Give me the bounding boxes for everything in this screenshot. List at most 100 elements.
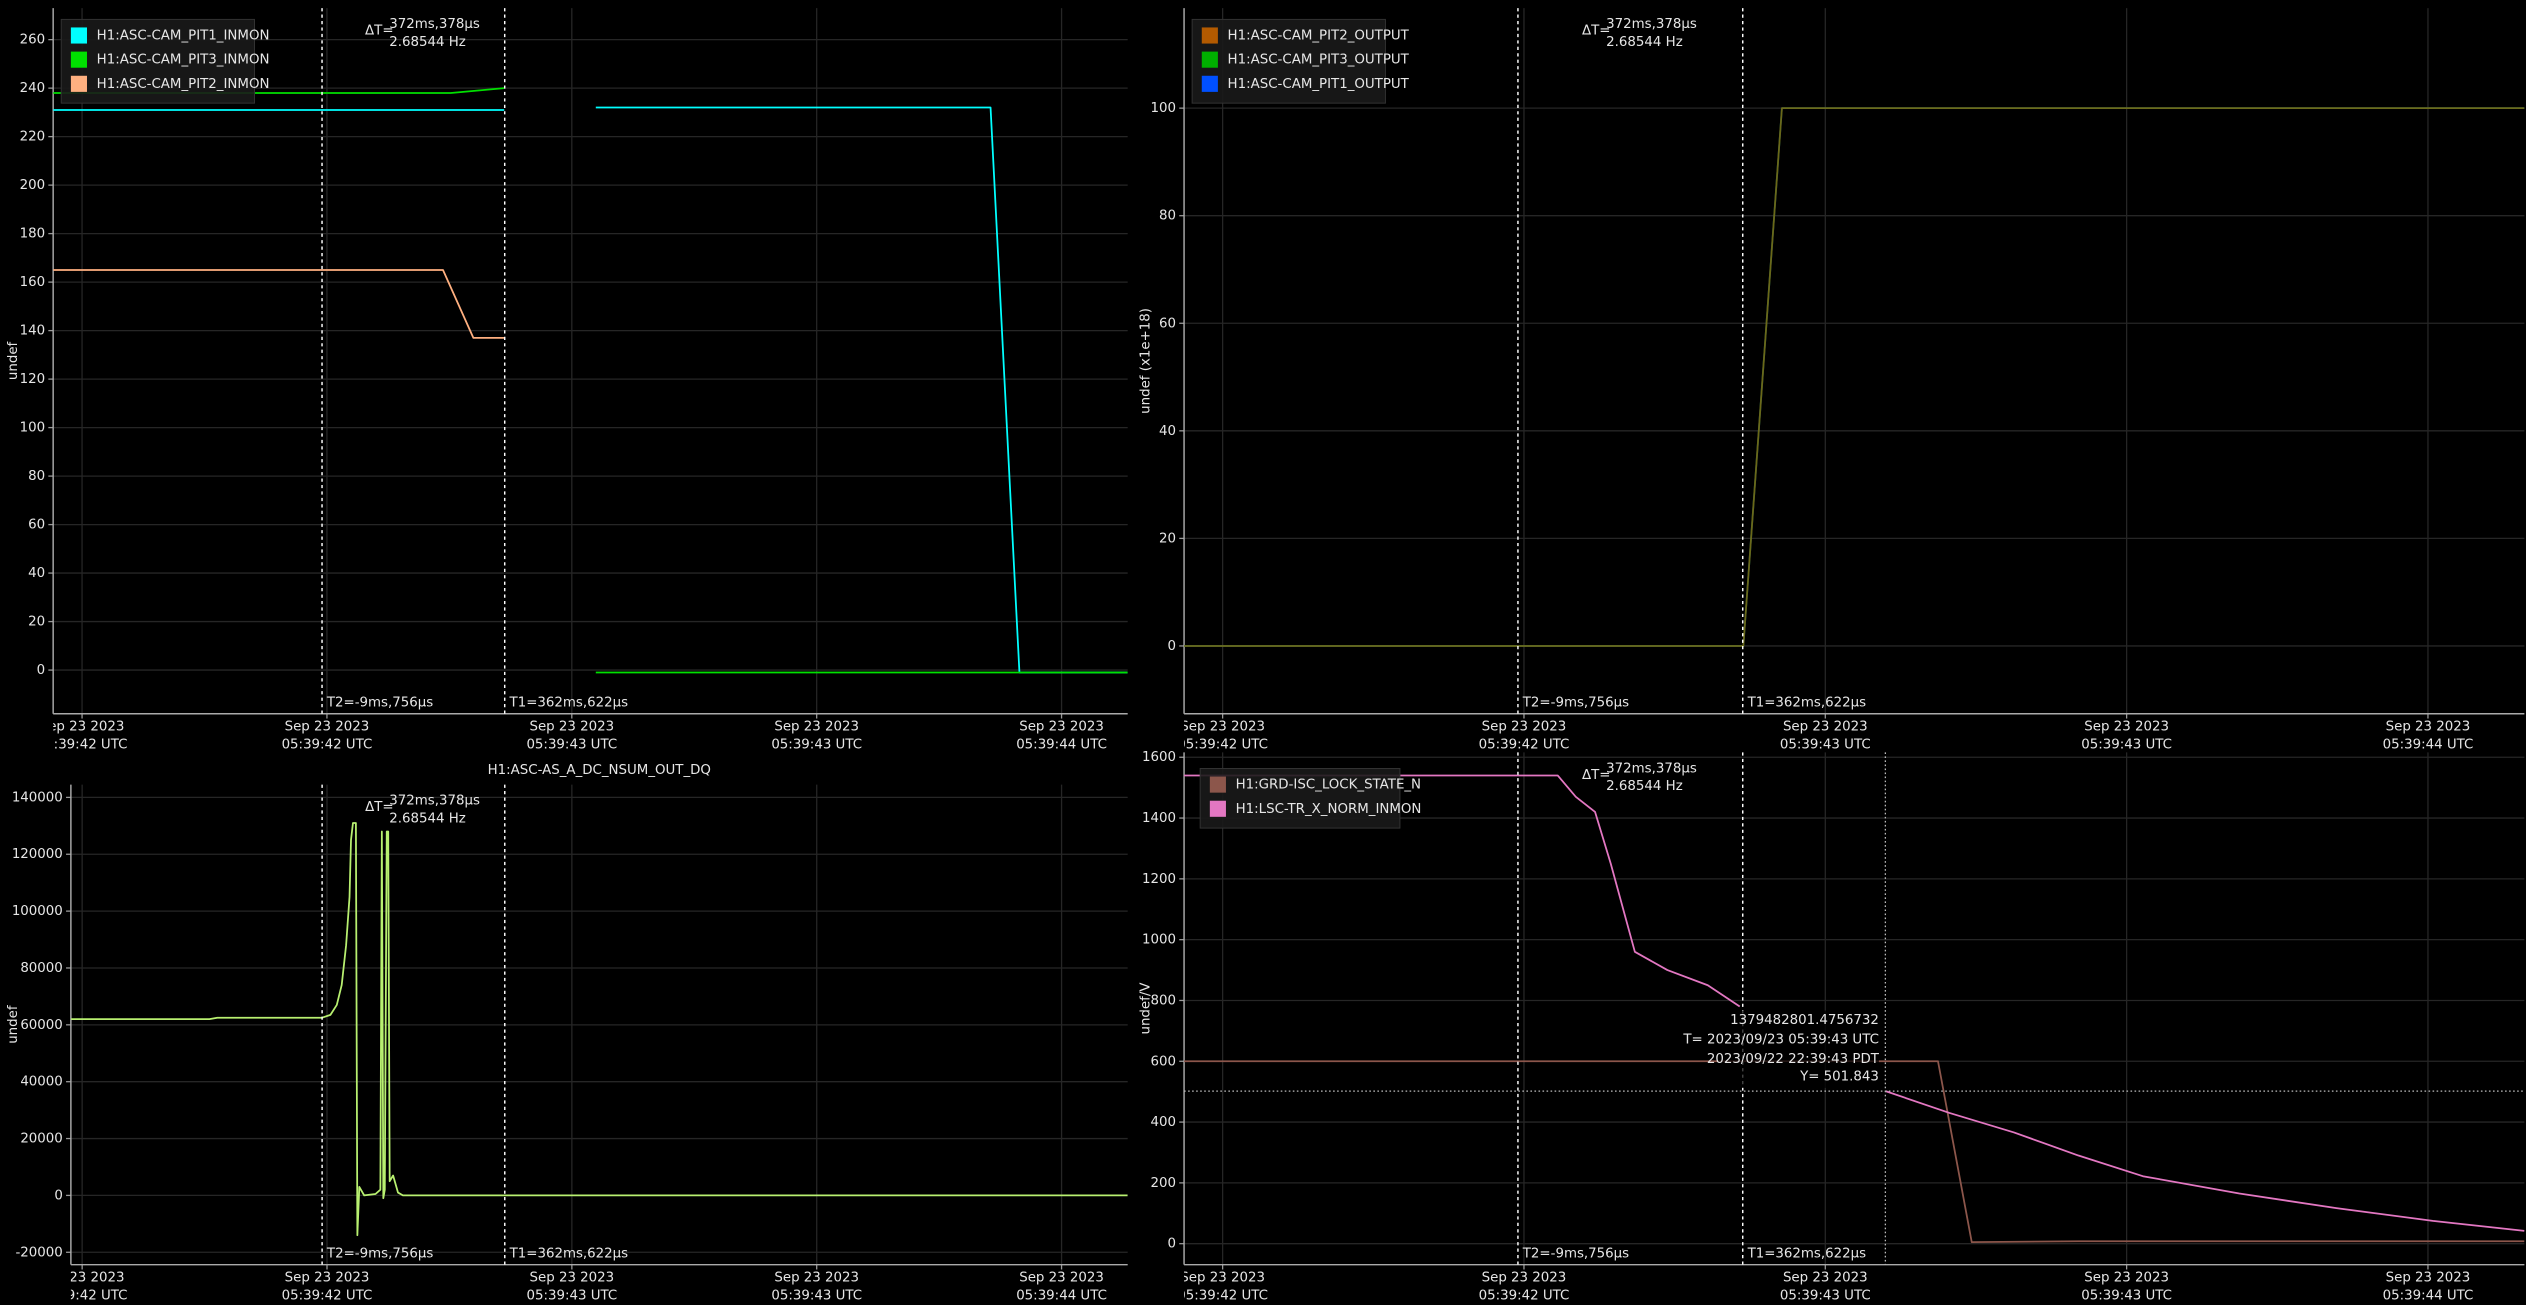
data-area xyxy=(1184,107,2525,647)
chart-title: H1:ASC-AS_A_DC_NSUM_OUT_DQ xyxy=(488,763,711,778)
y-tick-label: 1000 xyxy=(1142,933,1176,948)
series-line xyxy=(1184,774,2525,1232)
series-line xyxy=(1184,107,2525,647)
y-tick-label: 200 xyxy=(1151,1176,1177,1191)
x-tick-label: Sep 23 2023 xyxy=(2386,720,2471,735)
y-tick-label: 0 xyxy=(54,1188,62,1203)
x-tick-label: Sep 23 2023 xyxy=(1482,720,1567,735)
y-tick-label: 1400 xyxy=(1142,811,1176,826)
legend-swatch xyxy=(1209,776,1226,793)
series-line xyxy=(1184,107,2525,647)
series-line xyxy=(53,87,1128,674)
y-tick-label: 100 xyxy=(20,421,45,436)
cursor-label: T1=362ms,622µs xyxy=(1747,695,1867,710)
cursor-label: T2=-9ms,756µs xyxy=(1522,1246,1629,1261)
x-tick-label: 05:39:42 UTC xyxy=(1479,1288,1570,1303)
x-tick-label: 05:39:43 UTC xyxy=(771,737,862,752)
x-tick-label: Sep 23 2023 xyxy=(774,720,859,735)
y-tick-label: 1200 xyxy=(1142,872,1176,887)
x-tick-labels: Sep 23 2023 05:39:42 UTC Sep 23 2023 05:39:… xyxy=(37,1271,1107,1304)
y-tick-label: 160 xyxy=(20,275,45,290)
y-tick-label: 600 xyxy=(1151,1054,1177,1069)
delta-label: ΔT= xyxy=(1582,768,1611,783)
x-tick-label: Sep 23 2023 xyxy=(2084,1271,2169,1286)
y-tick-label: 140000 xyxy=(12,790,63,805)
x-tick-label: 05:39:44 UTC xyxy=(2383,1288,2474,1303)
legend-swatch xyxy=(1201,75,1218,92)
legend-swatch xyxy=(1201,51,1218,68)
delta-value: 372ms,378µs xyxy=(1606,17,1697,32)
y-tick-label: 0 xyxy=(1168,639,1177,654)
x-tick-label: Sep 23 2023 xyxy=(1180,720,1265,735)
y-tick-label: 260 xyxy=(20,33,45,48)
y-tick-label: 120000 xyxy=(12,847,63,862)
delta-value: 372ms,378µs xyxy=(389,794,480,809)
series-line xyxy=(70,822,1128,1237)
legend-box xyxy=(1191,18,1386,104)
cursor-label: T1=362ms,622µs xyxy=(509,695,629,710)
cursor-label: T1=362ms,622µs xyxy=(1747,1246,1867,1261)
x-tick-label: 05:39:43 UTC xyxy=(526,1288,617,1303)
x-tick-label: Sep 23 2023 xyxy=(774,1271,859,1286)
x-tick-label: Sep 23 2023 xyxy=(1783,720,1868,735)
cursor-label: T2=-9ms,756µs xyxy=(1522,695,1629,710)
y-tick-label: 0 xyxy=(37,663,46,678)
x-tick-label: 05:39:42 UTC xyxy=(282,737,373,752)
x-tick-label: 05:39:42 UTC xyxy=(37,737,128,752)
y-tick-label: 100 xyxy=(1151,101,1177,116)
x-tick-label: 05:39:44 UTC xyxy=(2383,737,2474,752)
cursor-label: T1=362ms,622µs xyxy=(509,1246,629,1261)
y-tick-label: 40 xyxy=(1159,424,1176,439)
legend-swatch xyxy=(1201,27,1218,44)
crosshair-label: 1379482801.4756732 xyxy=(1730,1013,1879,1028)
legend-swatch xyxy=(70,27,87,44)
y-tick-label: 20 xyxy=(28,615,45,630)
delta-label: ΔT= xyxy=(365,24,394,39)
crosshair-label: Y= 501.843 xyxy=(1799,1070,1879,1085)
legend-label: H1:ASC-CAM_PIT2_OUTPUT xyxy=(1228,28,1410,43)
x-tick-label: Sep 23 2023 xyxy=(1180,1271,1265,1286)
x-tick-label: 05:39:43 UTC xyxy=(2081,737,2172,752)
legend-label: H1:ASC-CAM_PIT3_INMON xyxy=(97,53,270,68)
series-line xyxy=(53,269,505,339)
x-tick-label: 05:39:43 UTC xyxy=(526,737,617,752)
y-tick-label: 100000 xyxy=(12,904,63,919)
x-tick-label: 05:39:44 UTC xyxy=(1016,737,1107,752)
series-line xyxy=(1184,1060,2525,1244)
y-tick-label: 20000 xyxy=(20,1132,62,1147)
data-area xyxy=(70,822,1128,1237)
x-tick-label: 05:39:43 UTC xyxy=(771,1288,862,1303)
legend-label: H1:ASC-CAM_PIT1_INMON xyxy=(97,28,270,43)
series-line xyxy=(53,106,1128,674)
x-tick-label: Sep 23 2023 xyxy=(1019,1271,1104,1286)
y-tick-label: 180 xyxy=(20,227,45,242)
plot-panel: 0 200 400 600 800 1000 1200 1400 1600 Sep 23 2023… xyxy=(1138,750,2525,1303)
x-tick-label: Sep 23 2023 xyxy=(529,720,614,735)
delta-frequency: 2.68544 Hz xyxy=(389,35,466,50)
y-tick-label: 80000 xyxy=(20,961,62,976)
legend-swatch xyxy=(70,75,87,92)
y-tick-label: 40 xyxy=(28,566,45,581)
legend-label: H1:ASC-CAM_PIT1_OUTPUT xyxy=(1228,77,1410,92)
legend-swatch xyxy=(70,51,87,68)
delta-value: 372ms,378µs xyxy=(389,17,480,32)
legend-swatch xyxy=(1209,800,1226,817)
x-tick-label: Sep 23 2023 xyxy=(285,1271,370,1286)
x-tick-label: 05:39:42 UTC xyxy=(1177,1288,1268,1303)
y-tick-label: 200 xyxy=(20,178,45,193)
y-axis-label: undef xyxy=(6,341,21,380)
y-tick-label: 140 xyxy=(20,324,45,339)
cursor-label: T2=-9ms,756µs xyxy=(326,1246,433,1261)
legend-box xyxy=(1199,768,1401,829)
x-tick-label: 05:39:42 UTC xyxy=(282,1288,373,1303)
x-tick-label: Sep 23 2023 xyxy=(530,1271,615,1286)
crosshair-label: T= 2023/09/23 05:39:43 UTC xyxy=(1682,1033,1879,1048)
crosshair-box xyxy=(1717,1010,1879,1088)
x-tick-label: 05:39:42 UTC xyxy=(37,1288,128,1303)
y-tick-label: 60000 xyxy=(20,1018,62,1033)
legend-label: H1:ASC-CAM_PIT3_OUTPUT xyxy=(1228,53,1410,68)
y-tick-label: 80 xyxy=(1159,209,1176,224)
